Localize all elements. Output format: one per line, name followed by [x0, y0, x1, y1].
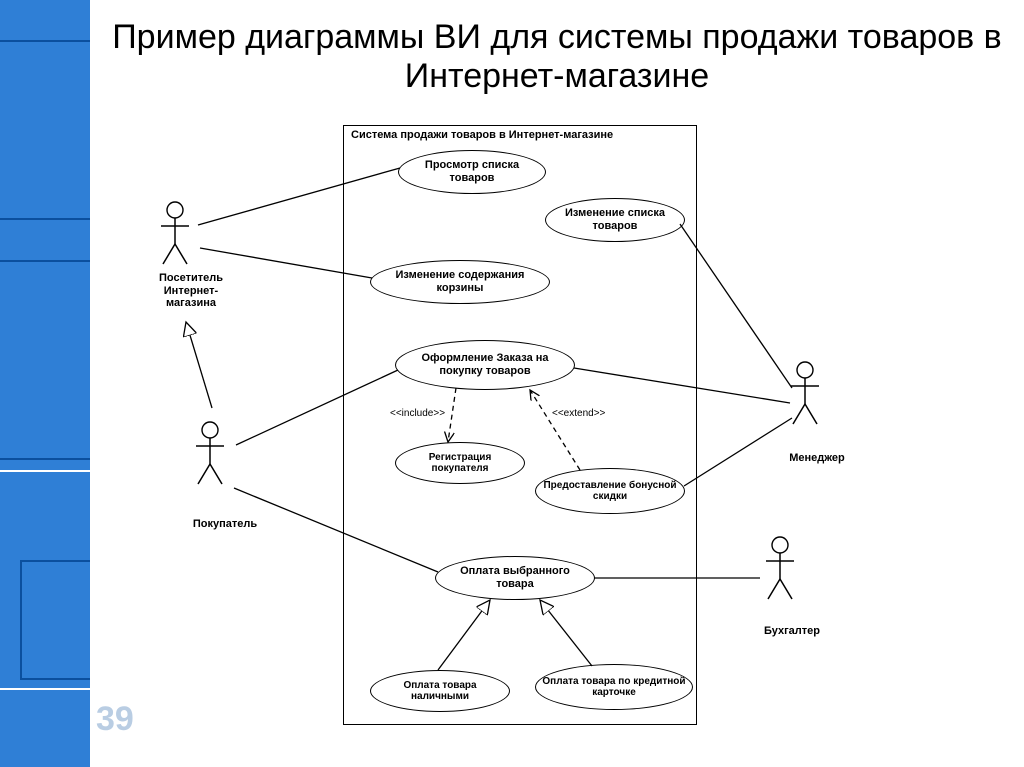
usecase-payment: Оплата выбранного товара [435, 556, 595, 600]
stereotype-extend: <<extend>> [552, 408, 605, 419]
usecase-register-buyer: Регистрация покупателя [395, 442, 525, 484]
system-boundary-label: Система продажи товаров в Интернет-магаз… [351, 129, 613, 141]
usecase-bonus-discount: Предоставление бонусной скидки [535, 468, 685, 514]
actor-label-buyer: Покупатель [185, 518, 265, 531]
slide-title: Пример диаграммы ВИ для системы продажи … [90, 18, 1024, 96]
usecase-edit-cart: Изменение содержания корзины [370, 260, 550, 304]
usecase-view-products: Просмотр списка товаров [398, 150, 546, 194]
stage: Пример диаграммы ВИ для системы продажи … [0, 0, 1024, 767]
usecase-place-order: Оформление Заказа на покупку товаров [395, 340, 575, 390]
actor-label-manager: Менеджер [782, 452, 852, 465]
usecase-pay-cash: Оплата товара наличными [370, 670, 510, 712]
usecase-pay-card: Оплата товара по кредитной карточке [535, 664, 693, 710]
actor-label-accountant: Бухгалтер [757, 625, 827, 638]
slide-number: 39 [96, 700, 134, 739]
usecase-edit-product-list: Изменение списка товаров [545, 198, 685, 242]
actor-label-visitor: Посетитель Интернет-магазина [146, 272, 236, 310]
stereotype-include: <<include>> [390, 408, 445, 419]
